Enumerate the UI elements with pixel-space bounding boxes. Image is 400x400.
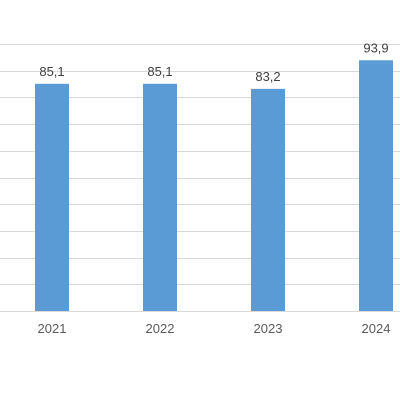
bar-2022: [143, 83, 177, 312]
bar-2024: [359, 60, 393, 311]
x-tick-label-2022: 2022: [146, 321, 175, 336]
data-label-2024: 93,9: [363, 40, 388, 55]
x-tick-label-2021: 2021: [38, 321, 67, 336]
x-tick-labels: 2021 2022 2023 2024: [38, 321, 391, 336]
data-labels: 85,1 85,1 83,2 93,9: [39, 40, 388, 84]
data-label-2022: 85,1: [147, 64, 172, 79]
data-label-2021: 85,1: [39, 64, 64, 79]
data-label-2023: 83,2: [255, 69, 280, 84]
bar-2021: [35, 83, 69, 312]
x-tick-label-2023: 2023: [254, 321, 283, 336]
bar-2023: [251, 88, 285, 311]
x-tick-label-2024: 2024: [362, 321, 391, 336]
bars: [35, 60, 393, 312]
